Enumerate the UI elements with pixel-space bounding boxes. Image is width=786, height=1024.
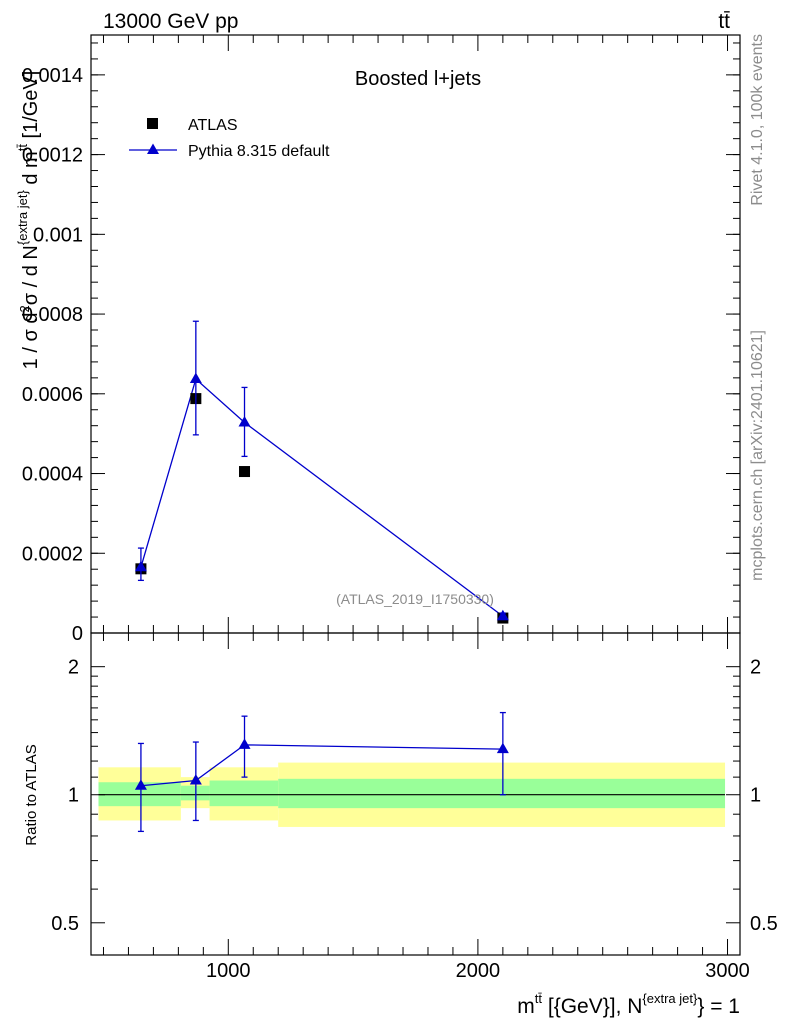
pythia-point (189, 372, 202, 384)
xtick-label: 3000 (705, 960, 750, 982)
main-ytick-label: 0.0004 (22, 464, 83, 486)
ratio-ytick-label-right: 1 (750, 785, 761, 807)
ratio-band-green (278, 778, 726, 809)
main-y-axis-label: 1 / σ d2σ / d N{extra jet} d mtt̄ [1/GeV… (15, 71, 42, 370)
ratio-point (238, 738, 251, 749)
watermark: (ATLAS_2019_I1750330) (336, 591, 494, 607)
xtick-label: 2000 (456, 960, 501, 982)
ratio-panel: 0.5 0.5 1 1 2 2 1000 2000 3000 Ratio to ATLAS (23, 632, 778, 982)
ratio-line (140, 744, 503, 787)
main-ytick-label: 0 (72, 623, 83, 645)
pythia-line (140, 377, 504, 617)
ratio-uncertainty-bands (98, 762, 726, 827)
x-axis-label: mtt̄ [{GeV}], N{extra jet}} = 1 (517, 991, 740, 1018)
main-ytick-label: 0.0006 (22, 384, 83, 406)
main-ytick-label: 0.0002 (22, 543, 83, 565)
legend-atlas-marker (147, 118, 158, 129)
ratio-frame (90, 632, 741, 956)
main-ytick-label: 0.0014 (22, 65, 83, 87)
legend-pythia-marker (147, 143, 159, 154)
ratio-ytick-label-right: 2 (750, 657, 761, 679)
legend: ATLAS Pythia 8.315 default (129, 117, 330, 160)
ratio-point (189, 774, 202, 785)
header-right: tt̄ (718, 10, 730, 33)
rivet-label: Rivet 4.1.0, 100k events (749, 34, 766, 206)
main-panel: 0 0.0002 0.0004 0.0006 0.0008 0.001 0.0012 0.00… (15, 34, 741, 645)
ratio-ytick-label: 1 (68, 785, 79, 807)
ratio-axis-ticks: 0.5 0.5 1 1 2 2 1000 2000 3000 (51, 633, 778, 982)
pythia-point (238, 416, 251, 427)
mcplots-label: mcplots.cern.ch [arXiv:2401.10621] (749, 330, 766, 581)
xtick-label: 1000 (206, 960, 251, 982)
main-ytick-label: 0.0012 (22, 145, 83, 167)
header-left: 13000 GeV pp (103, 10, 238, 33)
ratio-ytick-label-right: 0.5 (750, 913, 778, 935)
pythia-point (134, 560, 147, 572)
ratio-data-layer (134, 711, 509, 833)
main-ytick-label: 0.001 (33, 224, 83, 246)
main-ytick-label: 0.0008 (22, 304, 83, 326)
ratio-band-green (209, 780, 279, 807)
legend-pythia-label: Pythia 8.315 default (188, 143, 330, 160)
ratio-point (134, 779, 147, 790)
ratio-ytick-label: 2 (68, 657, 79, 679)
legend-atlas-label: ATLAS (188, 117, 238, 134)
ratio-point (496, 742, 509, 754)
atlas-point (239, 466, 251, 478)
main-title: Boosted l+jets (355, 68, 481, 90)
ratio-y-axis-label: Ratio to ATLAS (23, 744, 40, 845)
ratio-ytick-label: 0.5 (51, 913, 79, 935)
pythia-point (496, 609, 509, 621)
main-axis-ticks: 0 0.0002 0.0004 0.0006 0.0008 0.001 0.0012 0.00… (22, 35, 740, 645)
main-data-layer (134, 320, 509, 624)
